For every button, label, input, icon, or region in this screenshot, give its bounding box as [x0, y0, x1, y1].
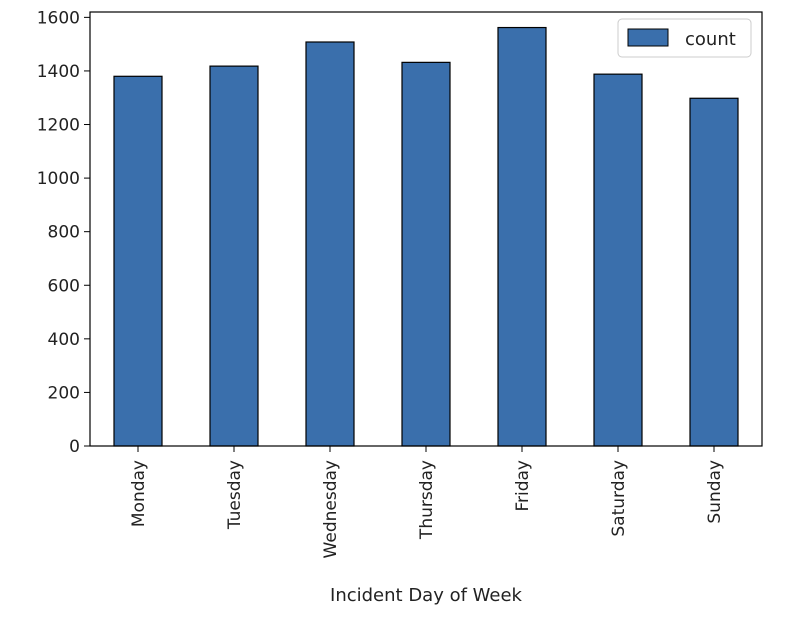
bar-tuesday — [209, 65, 259, 447]
legend: count — [617, 18, 752, 58]
y-tick-label: 800 — [48, 223, 80, 243]
y-tick-label: 1400 — [37, 62, 80, 82]
y-tick-label: 0 — [69, 437, 80, 457]
bar-wednesday — [305, 41, 355, 447]
x-tick-label-wednesday: Wednesday — [321, 460, 341, 558]
x-tick-label-monday: Monday — [129, 460, 149, 527]
y-tick-label: 400 — [48, 330, 80, 350]
y-tick-label: 200 — [48, 383, 80, 403]
x-tick-label-saturday: Saturday — [609, 460, 629, 537]
x-tick-label-thursday: Thursday — [417, 460, 437, 540]
bar-monday — [113, 75, 163, 447]
x-axis: Monday Tuesday Wednesday Thursday Friday Satu… — [129, 446, 725, 558]
x-tick-label-sunday: Sunday — [705, 460, 725, 524]
y-tick-label: 1000 — [37, 169, 80, 189]
legend-entry-count: count — [685, 29, 736, 50]
y-tick-label: 600 — [48, 276, 80, 296]
y-tick-label: 1600 — [37, 8, 80, 28]
bar-sunday — [689, 97, 739, 447]
bar-saturday — [593, 73, 643, 447]
y-tick-label: 1200 — [37, 116, 80, 136]
plot-frame — [89, 11, 763, 447]
bars-group — [113, 26, 739, 447]
y-axis: 0 200 400 600 800 1000 1200 1400 1600 — [37, 8, 90, 457]
bar-friday — [497, 26, 547, 447]
x-axis-label: Incident Day of Week — [330, 585, 523, 606]
x-tick-label-tuesday: Tuesday — [225, 460, 245, 530]
x-tick-label-friday: Friday — [513, 460, 533, 512]
legend-swatch — [627, 28, 669, 47]
bar-thursday — [401, 61, 451, 447]
